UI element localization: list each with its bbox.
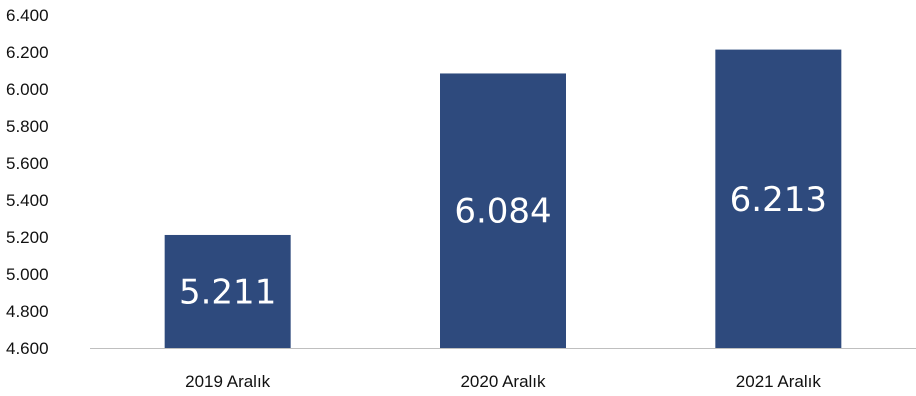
bars — [164, 49, 842, 349]
y-tick-label: 5.800 — [6, 117, 49, 136]
data-labels: 5.211 6.084 6.213 — [179, 180, 827, 313]
y-tick-label: 5.400 — [6, 191, 49, 210]
bar-value-label: 6.084 — [454, 192, 551, 232]
y-tick-label: 6.400 — [6, 6, 49, 25]
x-axis: 2019 Aralık 2020 Aralık 2021 Aralık — [185, 372, 821, 391]
x-tick-label: 2019 Aralık — [185, 372, 271, 391]
bar-value-label: 6.213 — [730, 180, 827, 220]
bar — [715, 49, 842, 348]
bar — [164, 234, 291, 348]
x-tick-label: 2020 Aralık — [460, 372, 546, 391]
y-tick-label: 4.600 — [6, 339, 49, 358]
x-tick-label: 2021 Aralık — [736, 372, 822, 391]
y-tick-label: 5.600 — [6, 154, 49, 173]
y-tick-label: 5.000 — [6, 265, 49, 284]
bar — [440, 73, 566, 349]
bar-value-label: 5.211 — [179, 272, 276, 312]
y-tick-label: 6.200 — [6, 43, 49, 62]
y-axis: 4.600 4.800 5.000 5.200 5.400 5.600 5.800 6.000… — [6, 6, 49, 358]
y-tick-label: 4.800 — [6, 302, 49, 321]
y-tick-label: 5.200 — [6, 228, 49, 247]
y-tick-label: 6.000 — [6, 80, 49, 99]
